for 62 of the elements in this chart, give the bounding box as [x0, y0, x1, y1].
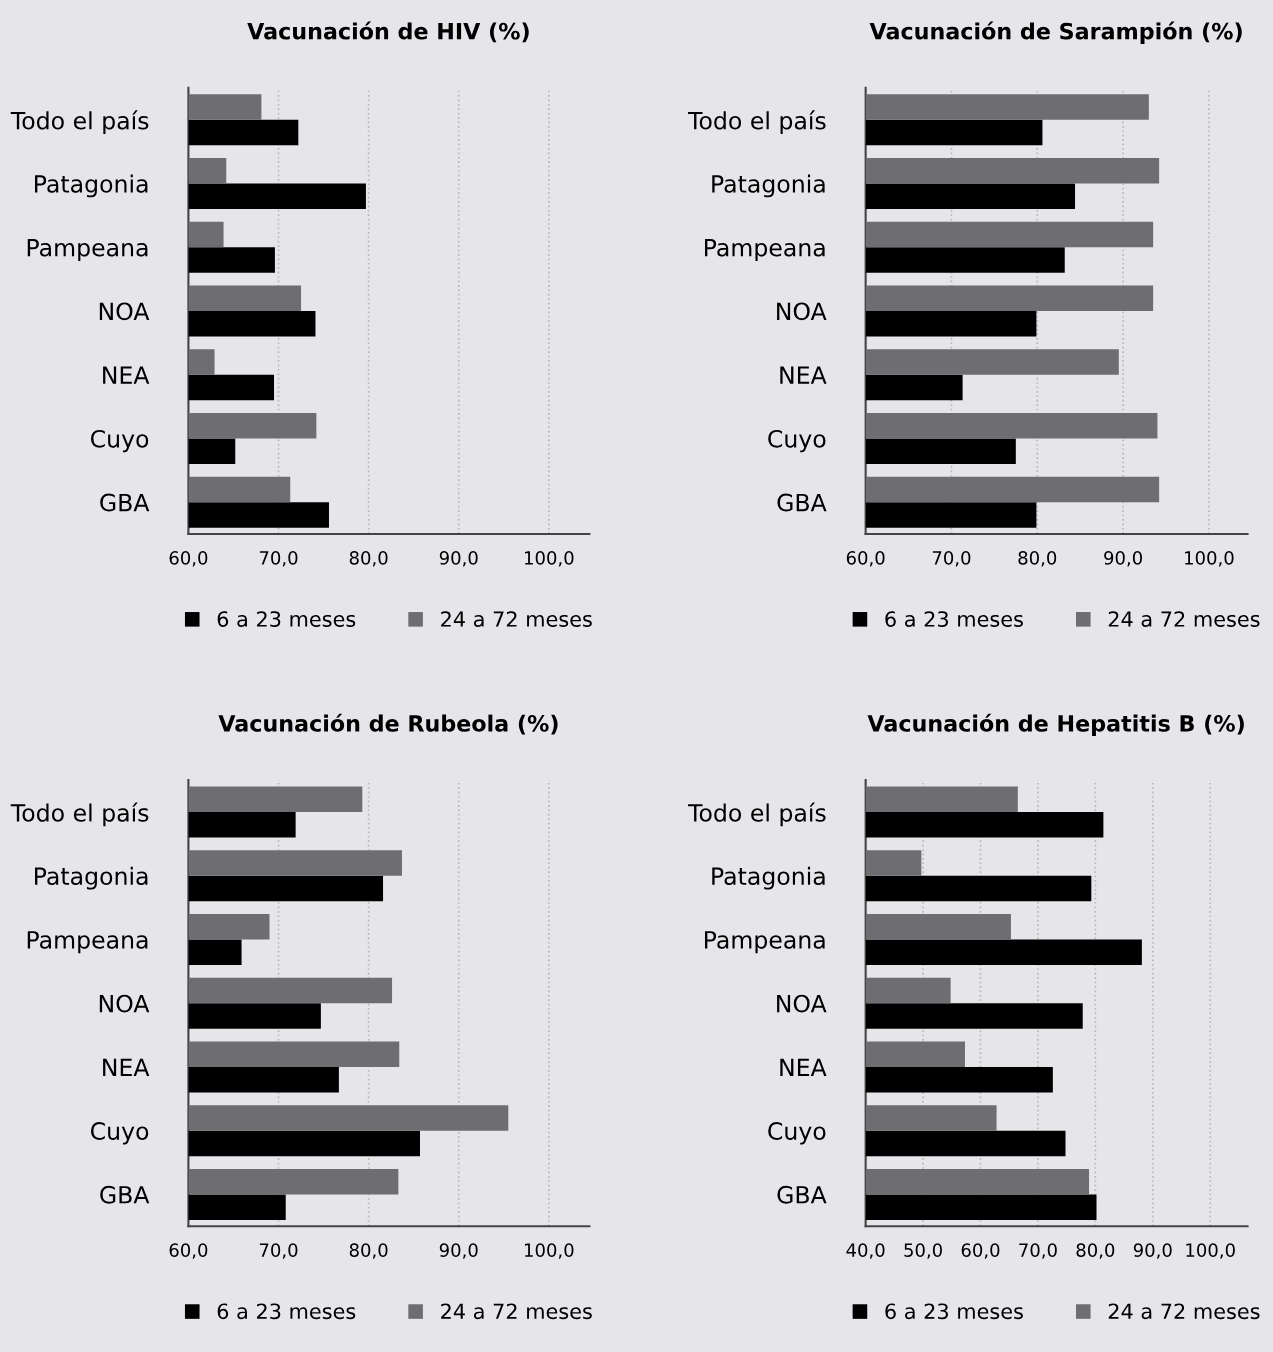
- y-tick-label: Todo el país: [687, 802, 826, 827]
- y-tick-label: Patagonia: [712, 866, 825, 890]
- x-tick-label: 90,0: [1133, 1243, 1172, 1259]
- x-tick-label: 60,0: [846, 551, 885, 567]
- y-tick-label: Patagonia: [712, 174, 825, 198]
- x-tick-label: 90,0: [439, 551, 478, 567]
- legend-label: 6 a 23 meses: [217, 1303, 356, 1320]
- y-tick-label: Pampeana: [27, 238, 148, 262]
- x-tick-label: 100,0: [524, 1243, 574, 1259]
- legend-label: 6 a 23 meses: [217, 611, 356, 627]
- y-tick-label: NOA: [777, 302, 827, 321]
- y-tick-label: Cuyo: [90, 1122, 149, 1145]
- y-tick-label: GBA: [100, 1185, 150, 1204]
- y-tick-label: Todo el país: [687, 110, 826, 135]
- x-tick-label: 100,0: [1185, 551, 1234, 567]
- legend-label: 6 a 23 meses: [885, 1303, 1023, 1320]
- legend-label: 24 a 72 meses: [441, 611, 592, 627]
- x-tick-label: 50,0: [904, 1243, 942, 1259]
- y-tick-label: Cuyo: [768, 429, 826, 453]
- y-tick-label: GBA: [100, 493, 150, 512]
- x-tick-label: 70,0: [259, 1243, 298, 1259]
- chart-title: Vacunación de Rubeola (%): [218, 713, 558, 735]
- x-tick-label: 100,0: [1186, 1243, 1235, 1259]
- x-tick-label: 60,0: [169, 551, 208, 567]
- y-tick-label: NEA: [780, 1058, 827, 1076]
- x-tick-label: 80,0: [1076, 1243, 1115, 1259]
- y-tick-label: Todo el país: [10, 802, 149, 827]
- x-tick-label: 70,0: [259, 551, 298, 567]
- y-tick-label: Pampeana: [705, 238, 825, 262]
- legend-label: 24 a 72 meses: [1108, 611, 1260, 627]
- x-tick-label: 70,0: [932, 551, 971, 567]
- y-tick-label: Pampeana: [705, 931, 825, 954]
- y-tick-label: Todo el país: [10, 110, 149, 135]
- y-tick-label: NOA: [99, 994, 150, 1013]
- y-tick-label: Patagonia: [35, 174, 148, 198]
- x-tick-label: 70,0: [1019, 1243, 1057, 1259]
- x-tick-label: 90,0: [1104, 551, 1142, 567]
- x-tick-label: 90,0: [439, 1243, 478, 1259]
- chart-title: Vacunación de Hepatitis B (%): [867, 713, 1244, 737]
- y-tick-label: GBA: [777, 1185, 827, 1204]
- y-tick-label: Pampeana: [27, 931, 148, 954]
- y-tick-label: Patagonia: [35, 866, 148, 890]
- y-tick-label: NEA: [780, 366, 827, 384]
- y-tick-label: GBA: [777, 493, 827, 512]
- x-tick-label: 80,0: [349, 551, 388, 567]
- x-tick-label: 80,0: [1018, 551, 1057, 567]
- x-tick-label: 60,0: [169, 1243, 208, 1259]
- y-tick-label: Cuyo: [768, 1122, 826, 1145]
- x-tick-label: 40,0: [846, 1243, 885, 1259]
- legend-label: 24 a 72 meses: [441, 1303, 592, 1320]
- x-tick-label: 60,0: [961, 1243, 1000, 1259]
- x-tick-label: 100,0: [524, 551, 574, 567]
- legend-label: 24 a 72 meses: [1108, 1303, 1260, 1320]
- y-tick-label: Cuyo: [90, 429, 149, 453]
- x-tick-label: 80,0: [349, 1243, 388, 1259]
- chart-title: Vacunación de Sarampión (%): [869, 21, 1242, 44]
- y-tick-label: NEA: [103, 366, 150, 384]
- y-tick-label: NOA: [777, 994, 827, 1013]
- y-tick-label: NEA: [103, 1058, 150, 1076]
- legend-label: 6 a 23 meses: [885, 611, 1023, 627]
- chart-title: Vacunación de HIV (%): [247, 21, 529, 43]
- y-tick-label: NOA: [99, 302, 150, 321]
